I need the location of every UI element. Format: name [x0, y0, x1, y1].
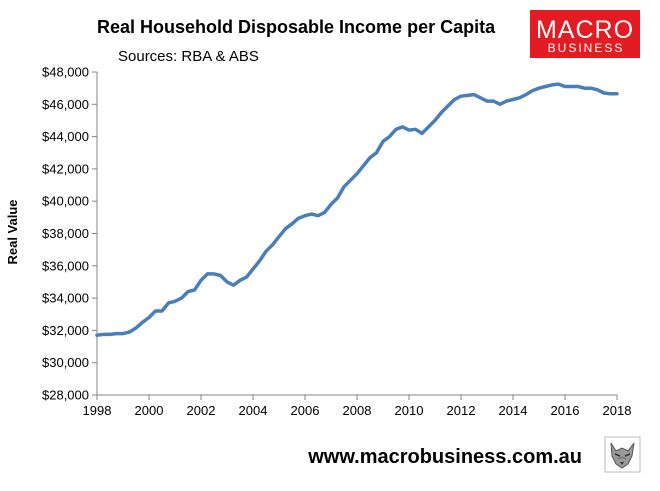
x-tick-label: 2000: [135, 403, 164, 418]
y-tick-label: $34,000: [42, 291, 89, 306]
x-tick-label: 2008: [343, 403, 372, 418]
logo-line2: BUSINESS: [548, 41, 625, 55]
x-ticks: 1998 2000 2002 2004 2006 2008 2010 2012 2014 2016…: [83, 395, 632, 418]
logo-line1: MACRO: [536, 16, 634, 44]
x-tick-label: 2002: [187, 403, 216, 418]
macrobusiness-logo: MACRO BUSINESS: [530, 10, 640, 58]
wolf-head-icon: [604, 436, 641, 473]
x-tick-label: 1998: [83, 403, 112, 418]
x-tick-label: 2014: [499, 403, 528, 418]
y-tick-label: $38,000: [42, 226, 89, 241]
logo-background: [530, 10, 640, 58]
x-tick-label: 2016: [551, 403, 580, 418]
chart-title: Real Household Disposable Income per Cap…: [97, 17, 496, 37]
series-group: [95, 82, 619, 337]
y-tick-label: $40,000: [42, 194, 89, 209]
y-axis-label: Real Value: [5, 199, 20, 264]
x-tick-label: 2010: [395, 403, 424, 418]
x-tick-label: 2012: [447, 403, 476, 418]
x-tick-label: 2006: [291, 403, 320, 418]
x-tick-label: 2004: [239, 403, 268, 418]
y-tick-label: $42,000: [42, 161, 89, 176]
series-line: [95, 82, 619, 337]
y-tick-label: $32,000: [42, 323, 89, 338]
y-tick-label: $44,000: [42, 129, 89, 144]
x-tick-label: 2018: [603, 403, 632, 418]
y-tick-label: $48,000: [42, 65, 89, 80]
website-url: www.macrobusiness.com.au: [307, 446, 582, 468]
y-ticks: $28,000 $30,000 $32,000 $34,000 $36,000 $38,0…: [42, 65, 97, 403]
chart-subtitle: Sources: RBA & ABS: [118, 48, 259, 65]
y-tick-label: $28,000: [42, 388, 89, 403]
y-tick-label: $46,000: [42, 97, 89, 112]
y-tick-label: $36,000: [42, 258, 89, 273]
y-tick-label: $30,000: [42, 355, 89, 370]
